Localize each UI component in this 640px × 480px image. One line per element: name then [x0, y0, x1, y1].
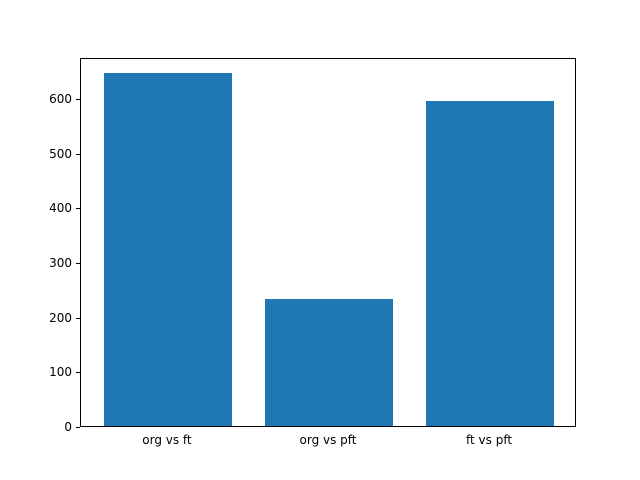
y-tick-label: 100: [49, 365, 72, 380]
y-tick-mark: [76, 317, 80, 319]
bar-ft-vs-pft: [425, 100, 555, 426]
y-tick-label: 300: [49, 256, 72, 270]
y-tick-label: 200: [49, 310, 72, 325]
y-tick-mark: [76, 208, 80, 210]
plot-area: [80, 58, 576, 427]
y-tick-mark: [76, 372, 80, 374]
y-tick-label: 500: [49, 146, 72, 161]
y-tick-mark: [76, 427, 80, 428]
y-tick-mark: [76, 99, 80, 100]
x-tick-label: org vs ft: [142, 433, 192, 447]
x-tick-label: org vs pft: [299, 433, 357, 447]
bar-org-vs-ft: [103, 73, 233, 426]
y-tick-label: 400: [49, 201, 72, 216]
y-tick-mark: [76, 263, 80, 264]
bar-org-vs-pft: [264, 299, 394, 426]
y-tick-label: 600: [49, 92, 72, 106]
y-tick-mark: [76, 153, 80, 155]
y-tick-label: 0: [64, 420, 72, 434]
x-tick-label: ft vs pft: [466, 433, 513, 447]
